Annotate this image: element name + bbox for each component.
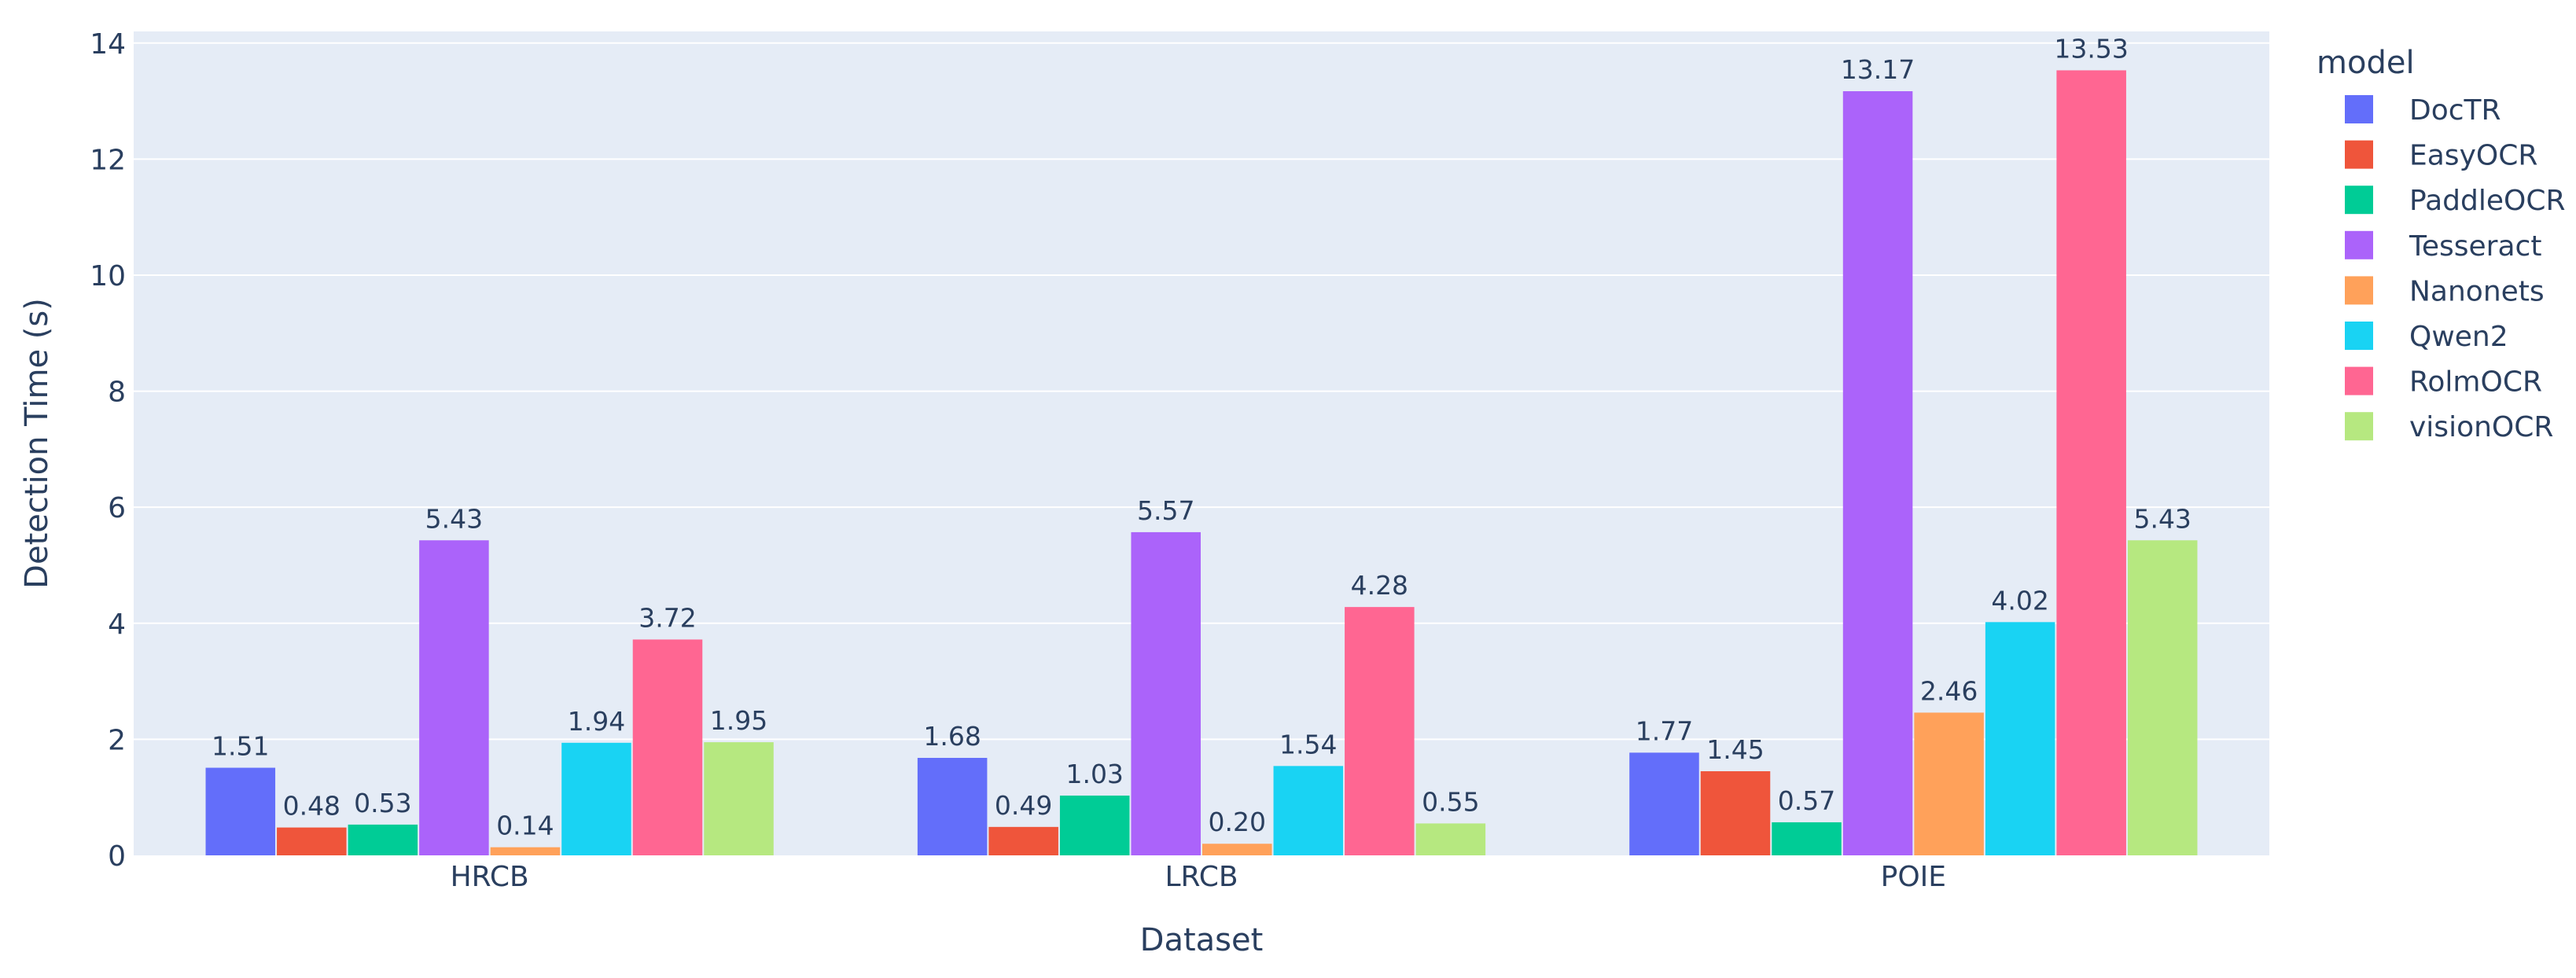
y-tick-label: 14	[90, 28, 126, 61]
x-tick-label: LRCB	[1165, 861, 1238, 893]
legend-item-label: DocTR	[2409, 94, 2501, 127]
y-axis-tick-labels: 0 2 4 6 8 10 12 14	[90, 28, 126, 873]
bar-visionocr-hrcb	[704, 742, 774, 855]
bar-value-label: 1.94	[568, 706, 625, 737]
grid-lines	[134, 42, 2269, 741]
legend-item-label: PaddleOCR	[2409, 185, 2566, 217]
legend-swatch	[2345, 95, 2373, 123]
bar-value-label: 0.55	[1422, 786, 1479, 817]
bar-paddleocr-lrcb	[1059, 795, 1130, 855]
bar-easyocr-poie	[1700, 770, 1771, 855]
y-axis-label: Detection Time (s)	[19, 298, 55, 589]
bar-doctr-lrcb	[917, 758, 988, 855]
bar-qwen2-hrcb	[561, 742, 631, 855]
bar-nanonets-poie	[1914, 712, 1984, 855]
legend-swatch	[2345, 140, 2373, 169]
bar-value-label: 1.45	[1706, 734, 1764, 765]
legend-swatch	[2345, 322, 2373, 350]
bar-value-label: 5.43	[425, 503, 483, 534]
legend-swatch	[2345, 186, 2373, 215]
legend-item-label: Qwen2	[2409, 321, 2508, 353]
bar-doctr-poie	[1629, 752, 1699, 855]
legend: model DocTR EasyOCR PaddleOCR Tesseract Nano…	[2317, 45, 2566, 443]
bar-value-label: 4.28	[1351, 570, 1408, 601]
legend-item-label: Tesseract	[2409, 230, 2541, 263]
bar-value-label: 1.03	[1065, 759, 1123, 789]
bar-value-label: 0.53	[354, 788, 411, 818]
y-tick-label: 8	[108, 377, 126, 409]
bar-easyocr-hrcb	[277, 827, 347, 855]
legend-item-label: visionOCR	[2409, 411, 2553, 443]
bar-visionocr-lrcb	[1415, 823, 1486, 855]
bar-value-label: 2.46	[1920, 675, 1978, 706]
bar-rolmocr-hrcb	[632, 639, 703, 855]
bar-value-label: 1.54	[1279, 729, 1337, 759]
bar-rolmocr-poie	[2056, 70, 2126, 856]
bar-rolmocr-lrcb	[1345, 607, 1415, 855]
bar-value-label: 1.77	[1636, 715, 1693, 746]
bar-value-label: 0.48	[283, 791, 340, 822]
bar-value-labels: 1.51 0.48 0.53 5.43 0.14 1.94 3.72 1.95 1.68 0.49…	[212, 33, 2191, 840]
bar-tesseract-poie	[1842, 91, 1913, 855]
bar-tesseract-hrcb	[419, 540, 489, 855]
bar-doctr-hrcb	[205, 767, 276, 855]
bar-nanonets-hrcb	[490, 847, 561, 855]
x-axis-tick-labels: HRCB LRCB POIE	[451, 861, 1946, 893]
bar-value-label: 1.95	[710, 705, 767, 736]
x-tick-label: HRCB	[451, 861, 529, 893]
bar-value-label: 13.17	[1841, 54, 1915, 85]
legend-title: model	[2317, 45, 2415, 81]
legend-item-label: RolmOCR	[2409, 366, 2542, 399]
bar-value-label: 5.43	[2133, 503, 2191, 534]
bar-value-label: 0.20	[1209, 807, 1266, 837]
bar-tesseract-lrcb	[1131, 531, 1201, 855]
bar-paddleocr-hrcb	[348, 824, 418, 855]
legend-swatch	[2345, 366, 2373, 395]
y-tick-label: 12	[90, 144, 126, 176]
legend-item-label: Nanonets	[2409, 275, 2545, 307]
bar-value-label: 5.57	[1137, 495, 1194, 526]
bar-easyocr-lrcb	[988, 826, 1058, 855]
bar-value-label: 0.14	[496, 811, 554, 841]
legend-swatch	[2345, 276, 2373, 305]
bars	[205, 70, 2198, 856]
legend-item-label: EasyOCR	[2409, 140, 2537, 172]
bar-nanonets-lrcb	[1202, 844, 1272, 855]
plot-background	[134, 31, 2269, 855]
bar-qwen2-poie	[1985, 622, 2055, 855]
y-tick-label: 0	[108, 840, 126, 873]
bar-visionocr-poie	[2127, 540, 2198, 855]
x-tick-label: POIE	[1881, 861, 1946, 893]
bar-value-label: 3.72	[638, 602, 696, 633]
y-tick-label: 6	[108, 492, 126, 524]
y-tick-label: 2	[108, 724, 126, 756]
y-tick-label: 4	[108, 608, 126, 641]
legend-swatch	[2345, 412, 2373, 441]
bar-value-label: 1.51	[212, 731, 269, 762]
y-tick-label: 10	[90, 260, 126, 292]
bar-value-label: 4.02	[1991, 585, 2048, 616]
bar-qwen2-lrcb	[1273, 766, 1344, 855]
bar-paddleocr-poie	[1772, 822, 1842, 855]
bar-value-label: 0.49	[995, 790, 1052, 821]
legend-swatch	[2345, 230, 2373, 259]
bar-value-label: 0.57	[1778, 785, 1835, 816]
x-axis-label: Dataset	[1140, 922, 1264, 958]
bar-value-label: 13.53	[2054, 33, 2128, 64]
bar-value-label: 1.68	[923, 721, 981, 752]
